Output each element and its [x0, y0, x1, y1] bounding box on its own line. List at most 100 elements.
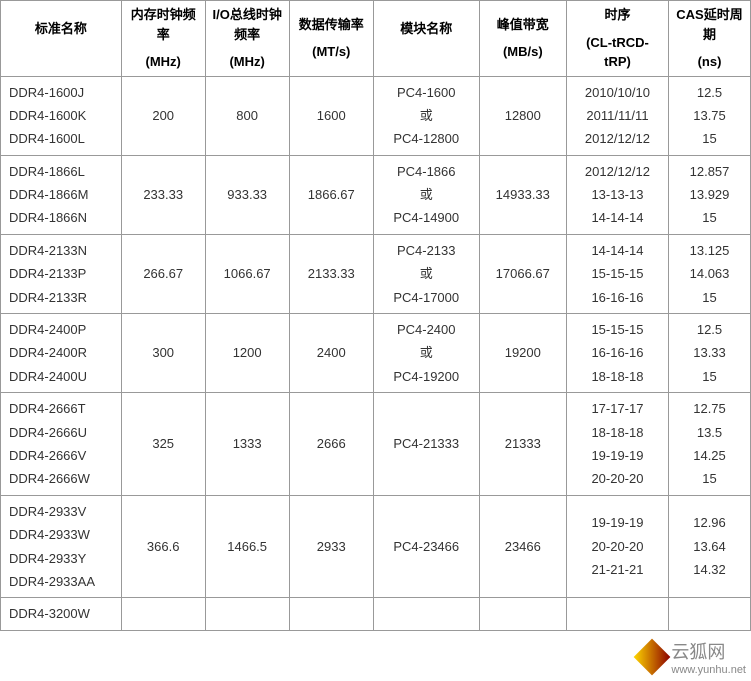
- table-row: DDR4-1600JDDR4-1600KDDR4-1600L2008001600…: [1, 76, 751, 155]
- timing-line: 2011/11/11: [573, 104, 662, 127]
- standard-name-cell: DDR4-2666TDDR4-2666UDDR4-2666VDDR4-2666W: [1, 393, 122, 496]
- column-header-2: I/O总线时钟频率 (MHz): [205, 1, 289, 77]
- standard-name: DDR4-3200W: [9, 602, 115, 625]
- standard-name: DDR4-2133N: [9, 239, 115, 262]
- cas-line: 14.25: [675, 444, 744, 467]
- table-row: DDR4-2400PDDR4-2400RDDR4-2400U3001200240…: [1, 314, 751, 393]
- bandwidth-cell: 21333: [479, 393, 566, 496]
- standard-name: DDR4-2400P: [9, 318, 115, 341]
- watermark-logo-icon: [634, 639, 671, 676]
- timing-line: 2012/12/12: [573, 160, 662, 183]
- module-line: PC4-19200: [380, 365, 473, 388]
- mem-cell: 300: [121, 314, 205, 393]
- timing-line: 21-21-21: [573, 558, 662, 581]
- timing-cell: 2012/12/1213-13-1314-14-14: [566, 155, 668, 234]
- cas-line: 15: [675, 206, 744, 229]
- watermark-url-text: www.yunhu.net: [671, 664, 746, 676]
- mem-cell: [121, 598, 205, 630]
- cas-line: 12.75: [675, 397, 744, 420]
- standard-name: DDR4-2933AA: [9, 570, 115, 593]
- cas-line: 13.125: [675, 239, 744, 262]
- timing-line: 2010/10/10: [573, 81, 662, 104]
- module-line: PC4-2400: [380, 318, 473, 341]
- standard-name-cell: DDR4-1600JDDR4-1600KDDR4-1600L: [1, 76, 122, 155]
- header-label: CAS延时周期: [675, 5, 744, 44]
- cas-line: 14.32: [675, 558, 744, 581]
- module-line: 或: [380, 262, 473, 285]
- cas-line: 15: [675, 467, 744, 490]
- module-line: PC4-21333: [380, 432, 473, 455]
- header-unit: (MB/s): [486, 42, 560, 62]
- timing-cell: 19-19-1920-20-2021-21-21: [566, 495, 668, 598]
- standard-name: DDR4-1600K: [9, 104, 115, 127]
- standard-name: DDR4-1866M: [9, 183, 115, 206]
- module-cell: PC4-21333: [373, 393, 479, 496]
- standard-name: DDR4-2933W: [9, 523, 115, 546]
- io-cell: 933.33: [205, 155, 289, 234]
- column-header-5: 峰值带宽 (MB/s): [479, 1, 566, 77]
- io-cell: 800: [205, 76, 289, 155]
- cas-line: 14.063: [675, 262, 744, 285]
- standard-name-cell: DDR4-2933VDDR4-2933WDDR4-2933YDDR4-2933A…: [1, 495, 122, 598]
- cas-line: 13.33: [675, 341, 744, 364]
- timing-cell: 2010/10/102011/11/112012/12/12: [566, 76, 668, 155]
- cas-line: 12.5: [675, 318, 744, 341]
- header-label: 数据传输率: [296, 15, 367, 35]
- module-cell: PC4-2400或PC4-19200: [373, 314, 479, 393]
- timing-line: 14-14-14: [573, 239, 662, 262]
- cas-line: 13.929: [675, 183, 744, 206]
- column-header-4: 模块名称: [373, 1, 479, 77]
- module-cell: PC4-1866或PC4-14900: [373, 155, 479, 234]
- bandwidth-cell: [479, 598, 566, 630]
- module-line: PC4-17000: [380, 286, 473, 309]
- cas-line: 15: [675, 286, 744, 309]
- header-label: I/O总线时钟频率: [212, 5, 283, 44]
- module-cell: PC4-2133或PC4-17000: [373, 234, 479, 313]
- timing-line: 18-18-18: [573, 365, 662, 388]
- timing-line: 19-19-19: [573, 444, 662, 467]
- cas-line: 13.75: [675, 104, 744, 127]
- header-unit: (CL-tRCD-tRP): [573, 33, 662, 72]
- mem-cell: 200: [121, 76, 205, 155]
- timing-line: 18-18-18: [573, 421, 662, 444]
- timing-cell: [566, 598, 668, 630]
- standard-name: DDR4-2666W: [9, 467, 115, 490]
- standard-name: DDR4-2400U: [9, 365, 115, 388]
- standard-name: DDR4-2666V: [9, 444, 115, 467]
- watermark: 云狐网 www.yunhu.net: [639, 638, 746, 676]
- timing-line: 14-14-14: [573, 206, 662, 229]
- module-line: PC4-14900: [380, 206, 473, 229]
- header-label: 标准名称: [7, 19, 115, 39]
- timing-line: 20-20-20: [573, 535, 662, 558]
- standard-name: DDR4-1866L: [9, 160, 115, 183]
- table-row: DDR4-3200W: [1, 598, 751, 630]
- bandwidth-cell: 19200: [479, 314, 566, 393]
- table-body: DDR4-1600JDDR4-1600KDDR4-1600L2008001600…: [1, 76, 751, 630]
- table-row: DDR4-2666TDDR4-2666UDDR4-2666VDDR4-2666W…: [1, 393, 751, 496]
- standard-name: DDR4-2133P: [9, 262, 115, 285]
- header-unit: (ns): [675, 52, 744, 72]
- module-line: 或: [380, 104, 473, 127]
- table-row: DDR4-1866LDDR4-1866MDDR4-1866N233.33933.…: [1, 155, 751, 234]
- module-line: PC4-12800: [380, 127, 473, 150]
- mem-cell: 266.67: [121, 234, 205, 313]
- standard-name: DDR4-2666U: [9, 421, 115, 444]
- header-label: 峰值带宽: [486, 15, 560, 35]
- module-cell: PC4-23466: [373, 495, 479, 598]
- table-row: DDR4-2133NDDR4-2133PDDR4-2133R266.671066…: [1, 234, 751, 313]
- timing-line: 19-19-19: [573, 511, 662, 534]
- timing-line: 17-17-17: [573, 397, 662, 420]
- cas-cell: 12.7513.514.2515: [669, 393, 751, 496]
- cas-cell: 12.85713.92915: [669, 155, 751, 234]
- timing-cell: 17-17-1718-18-1819-19-1920-20-20: [566, 393, 668, 496]
- standard-name: DDR4-2400R: [9, 341, 115, 364]
- module-line: 或: [380, 183, 473, 206]
- timing-line: 15-15-15: [573, 262, 662, 285]
- bandwidth-cell: 17066.67: [479, 234, 566, 313]
- cas-cell: 12.9613.6414.32: [669, 495, 751, 598]
- standard-name-cell: DDR4-2133NDDR4-2133PDDR4-2133R: [1, 234, 122, 313]
- header-row: 标准名称 内存时钟频率(MHz)I/O总线时钟频率(MHz)数据传输率(MT/s…: [1, 1, 751, 77]
- cas-cell: 13.12514.06315: [669, 234, 751, 313]
- bandwidth-cell: 14933.33: [479, 155, 566, 234]
- header-unit: (MHz): [212, 52, 283, 72]
